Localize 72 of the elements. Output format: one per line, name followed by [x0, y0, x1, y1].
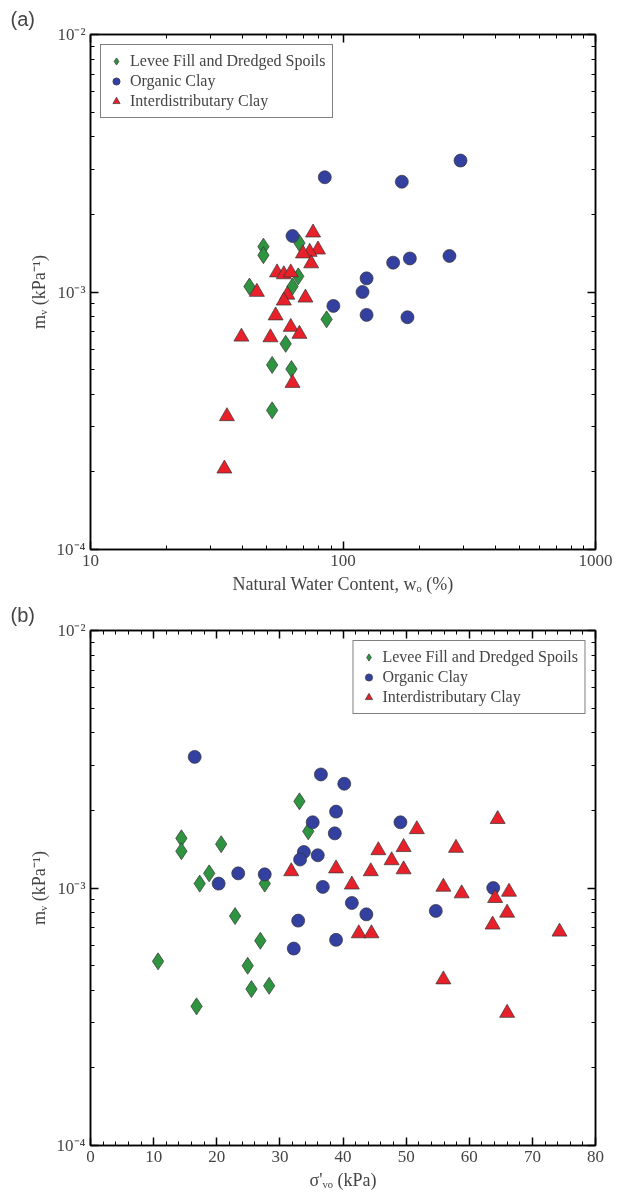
legend-label: Interdistributary Clay [382, 688, 521, 706]
point [395, 860, 412, 875]
point [231, 866, 246, 881]
point [315, 880, 330, 894]
x-tick-label: 10 [82, 550, 99, 570]
legend-label: Interdistributary Clay [130, 92, 269, 110]
point [257, 867, 272, 882]
x-tick-label: 80 [587, 1146, 604, 1166]
point [286, 941, 301, 956]
y-tick-label: 10⁻⁴ [56, 1136, 86, 1155]
point [327, 826, 342, 841]
point [310, 848, 325, 863]
x-axis-title: Natural Water Content, wₒ (%) [232, 573, 454, 595]
x-tick-label: 50 [397, 1146, 415, 1166]
point [329, 933, 343, 947]
legend-label: Levee Fill and Dredged Spoils [382, 648, 578, 666]
y-tick-label: 10⁻² [57, 25, 86, 44]
chart-title: (a) [10, 7, 35, 30]
y-axis-title: mᵥ (kPa⁻¹) [28, 254, 50, 330]
point [291, 913, 306, 928]
y-tick-label: 10⁻² [57, 621, 86, 640]
legend-label: Organic Clay [382, 668, 468, 686]
point [314, 767, 328, 782]
x-tick-label: 0 [86, 1146, 95, 1166]
point [487, 889, 503, 903]
point [393, 815, 408, 830]
point [383, 851, 400, 866]
point [499, 1003, 515, 1018]
point [489, 810, 506, 824]
point [448, 838, 464, 853]
point [359, 907, 374, 922]
point [363, 924, 380, 939]
y-tick-label: 10⁻³ [57, 878, 86, 898]
point [435, 970, 452, 985]
x-tick-label: 60 [460, 1146, 478, 1166]
point [453, 884, 470, 899]
point [350, 924, 367, 939]
legend-label: Organic Clay [130, 72, 216, 90]
point [409, 820, 425, 834]
point [229, 907, 242, 925]
legend-label: Levee Fill and Dredged Spoils [130, 52, 326, 70]
point [305, 815, 320, 830]
x-tick-label: 1000 [578, 550, 613, 570]
point [245, 980, 258, 998]
point [395, 838, 412, 852]
x-tick-label: 10 [145, 1146, 163, 1166]
point [337, 776, 352, 791]
point [283, 862, 300, 877]
x-tick-label: 70 [523, 1146, 541, 1166]
x-tick-label: 40 [334, 1146, 352, 1166]
y-tick-label: 10⁻³ [57, 282, 86, 302]
x-tick-label: 20 [208, 1146, 226, 1166]
point [343, 875, 360, 890]
point [344, 896, 359, 910]
point [435, 877, 452, 892]
point [428, 904, 443, 918]
point [211, 876, 226, 891]
chart-title: (b) [10, 603, 35, 626]
point [484, 915, 501, 930]
x-tick-label: 100 [330, 550, 356, 570]
y-axis-title: mᵥ (kPa⁻¹) [28, 850, 50, 926]
point [370, 841, 387, 856]
point [328, 859, 344, 874]
point [293, 852, 307, 867]
point [499, 903, 515, 918]
x-tick-label: 30 [271, 1146, 289, 1166]
x-axis-title: σ'ᵥₒ (kPa) [309, 1169, 377, 1191]
point [362, 862, 379, 877]
point [329, 804, 343, 819]
point [187, 750, 202, 764]
point [551, 922, 568, 937]
point [501, 882, 517, 897]
